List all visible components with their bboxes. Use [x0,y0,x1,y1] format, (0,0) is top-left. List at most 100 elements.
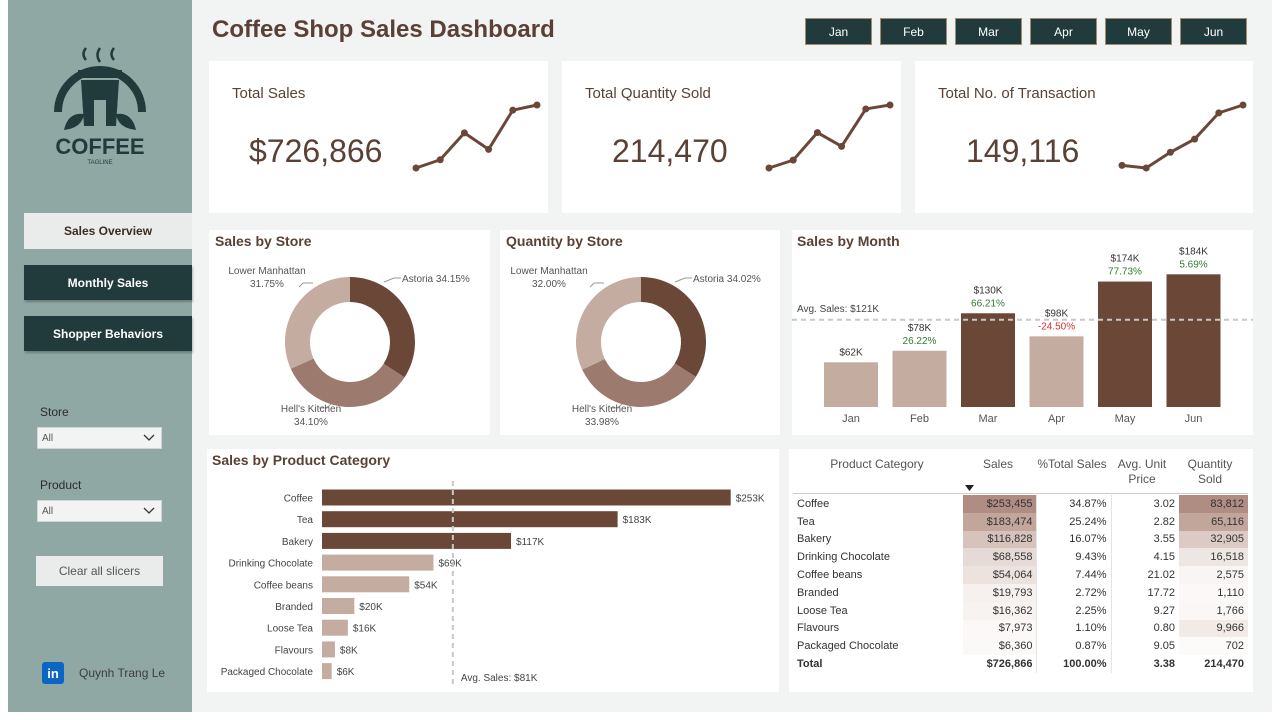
nav-shopper-behaviors-button[interactable]: Shopper Behaviors [24,316,192,351]
bar-may[interactable] [1098,281,1152,407]
table-cell: 3.38 [1153,658,1175,671]
card-title: Sales by Store [215,233,312,249]
table-row[interactable]: Packaged Chocolate $6,360 0.87% 9.05 702 [793,637,1248,656]
table-cell: 32,905 [1179,530,1248,549]
table-cell: $7,973 [962,619,1038,638]
table-cell: Bakery [797,533,832,546]
sparkline-point [1166,148,1174,156]
coffee-logo: COFFEE TAGLINE [54,47,146,166]
column-header-pct-sales[interactable]: %Total Sales [1037,457,1107,471]
kpi-sparkline [412,101,541,172]
average-label: Avg. Sales: $81K [461,673,538,684]
nav-sales-overview-button[interactable]: Sales Overview [24,213,192,249]
kpi-label: Total No. of Transaction [938,85,1096,102]
table-cell: 2.25% [1036,601,1112,620]
clear-slicers-button[interactable]: Clear all slicers [36,556,163,586]
table-row[interactable]: Loose Tea $16,362 2.25% 9.27 1,766 [793,601,1248,620]
table-cell: Total [797,658,823,671]
bar-coffee-beans[interactable] [322,576,410,593]
donut-label-lower-manhattan: Lower Manhattan [228,266,306,277]
bar-tea[interactable] [322,511,618,528]
table-cell: 34.87% [1036,495,1112,513]
card-title: Sales by Month [797,233,900,249]
sparkline-point [412,164,420,172]
table-cell: 7.44% [1036,566,1112,584]
table-cell: 2,575 [1179,566,1248,584]
bar-value-label: $183K [623,515,652,526]
bar-value-label: $16K [353,624,377,635]
month-button-may[interactable]: May [1105,18,1172,45]
bar-apr[interactable] [1029,336,1084,407]
table-cell: $16,362 [962,601,1038,620]
donut-slice-lower-manhattan[interactable] [285,277,350,369]
table-cell: $116,828 [962,530,1038,549]
table-cell: 9.05 [1153,640,1175,653]
bar-mom-label: 66.21% [971,298,1005,309]
bar-jan[interactable] [824,362,878,407]
bar-feb[interactable] [892,350,947,407]
quantity-by-store-donut [576,277,706,409]
month-button-apr[interactable]: Apr [1030,18,1097,45]
bar-mar[interactable] [961,313,1015,407]
category-tick-label: Flavours [275,645,313,656]
donut-pct-hells-kitchen: 33.98% [585,417,619,428]
table-row[interactable]: Branded $19,793 2.72% 17.72 1,110 [793,583,1248,602]
column-header-category[interactable]: Product Category [830,457,924,471]
table-cell: 25.24% [1036,512,1112,531]
bar-packaged-chocolate[interactable] [322,663,332,680]
bar-value-label: $98K [1045,308,1069,319]
sparkline-line [415,103,538,170]
table-row[interactable]: Tea $183,474 25.24% 2.82 65,116 [793,512,1248,531]
kpi-sparkline [765,101,894,172]
bar-branded[interactable] [322,598,355,614]
bar-drinking-chocolate[interactable] [322,554,434,571]
donut-slice-hell-s-kitchen[interactable] [582,359,696,407]
column-header-avg-price[interactable]: Avg. Unit Price [1114,457,1170,487]
kpi-label: Total Sales [232,85,306,102]
table-row[interactable]: Bakery $116,828 16.07% 3.55 32,905 [793,530,1248,549]
table-cell: $726,866 [962,655,1038,673]
sparkline-line [768,103,891,170]
table-row[interactable]: Flavours $7,973 1.10% 0.80 9,966 [793,619,1248,638]
month-button-jan[interactable]: Jan [805,18,872,45]
table-total-row[interactable]: Total $726,866 100.00% 3.38 214,470 [793,655,1248,673]
x-tick-label: Feb [910,413,929,425]
table-row[interactable]: Coffee beans $54,064 7.44% 21.02 2,575 [793,566,1248,584]
product-slicer[interactable]: All [37,500,162,522]
sales-by-category-card: Sales by Product Category Coffee $253K Tea… [207,449,779,692]
donut-slice-lower-manhattan[interactable] [576,277,641,370]
linkedin-icon[interactable]: in [42,662,64,684]
donut-slice-astoria[interactable] [350,277,415,378]
month-button-jun[interactable]: Jun [1180,18,1247,45]
month-button-mar[interactable]: Mar [955,18,1022,45]
donut-slice-astoria[interactable] [641,277,706,377]
donut-pct-lower-manhattan: 32.00% [532,279,566,290]
column-header-sales[interactable]: Sales [982,457,1014,471]
column-header-quantity[interactable]: Quantity Sold [1181,457,1239,487]
table-cell: 17.72 [1147,586,1175,599]
bar-jun[interactable] [1166,274,1221,407]
bar-flavours[interactable] [322,641,335,658]
month-button-feb[interactable]: Feb [880,18,947,45]
table-cell: 702 [1179,637,1248,656]
table-cell: Coffee [797,497,830,510]
bar-mom-label: 26.22% [903,336,937,347]
category-tick-label: Tea [297,515,314,526]
table-cell: $54,064 [962,566,1038,584]
table-row[interactable]: Coffee $253,455 34.87% 3.02 83,812 [793,495,1248,513]
table-cell: Coffee beans [797,569,863,582]
store-slicer[interactable]: All [37,427,162,449]
table-row[interactable]: Drinking Chocolate $68,558 9.43% 4.15 16,518 [793,548,1248,567]
table-cell: Tea [797,515,815,528]
bar-bakery[interactable] [322,532,511,549]
quantity-by-store-card: Quantity by Store Lower Manhattan 32.00%… [500,230,780,435]
bar-coffee[interactable] [322,489,731,506]
category-tick-label: Branded [275,602,313,613]
table-cell: 3.02 [1153,497,1175,510]
nav-monthly-sales-button[interactable]: Monthly Sales [24,265,192,300]
donut-slice-hell-s-kitchen[interactable] [290,358,405,407]
bar-loose-tea[interactable] [322,619,348,636]
table-cell: Flavours [797,622,840,635]
sort-descending-icon[interactable] [965,485,974,491]
sparkline-point [886,101,894,109]
